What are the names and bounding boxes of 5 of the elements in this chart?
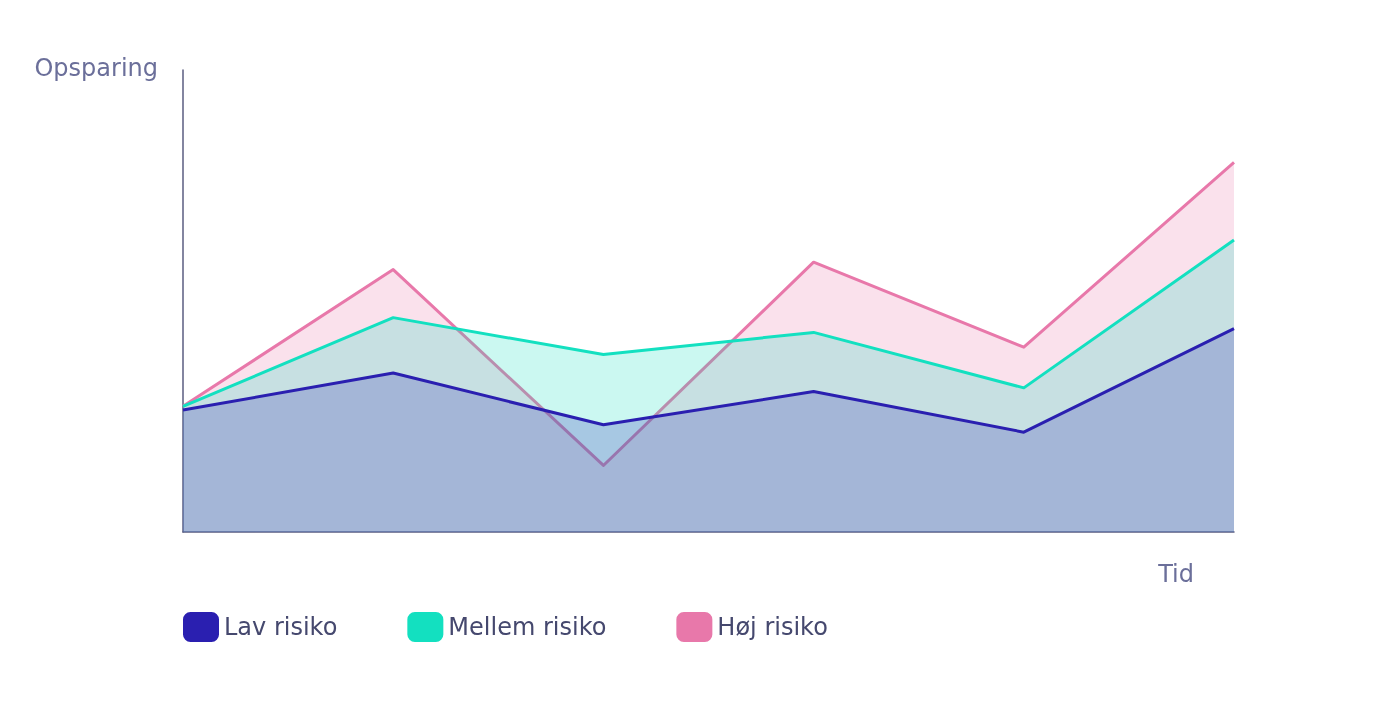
y-axis-title: Opsparing <box>34 54 158 82</box>
legend-label: Mellem risiko <box>448 613 607 641</box>
legend-label: Lav risiko <box>224 613 338 641</box>
legend-label: Høj risiko <box>717 613 828 641</box>
x-axis-title: Tid <box>1157 560 1194 588</box>
